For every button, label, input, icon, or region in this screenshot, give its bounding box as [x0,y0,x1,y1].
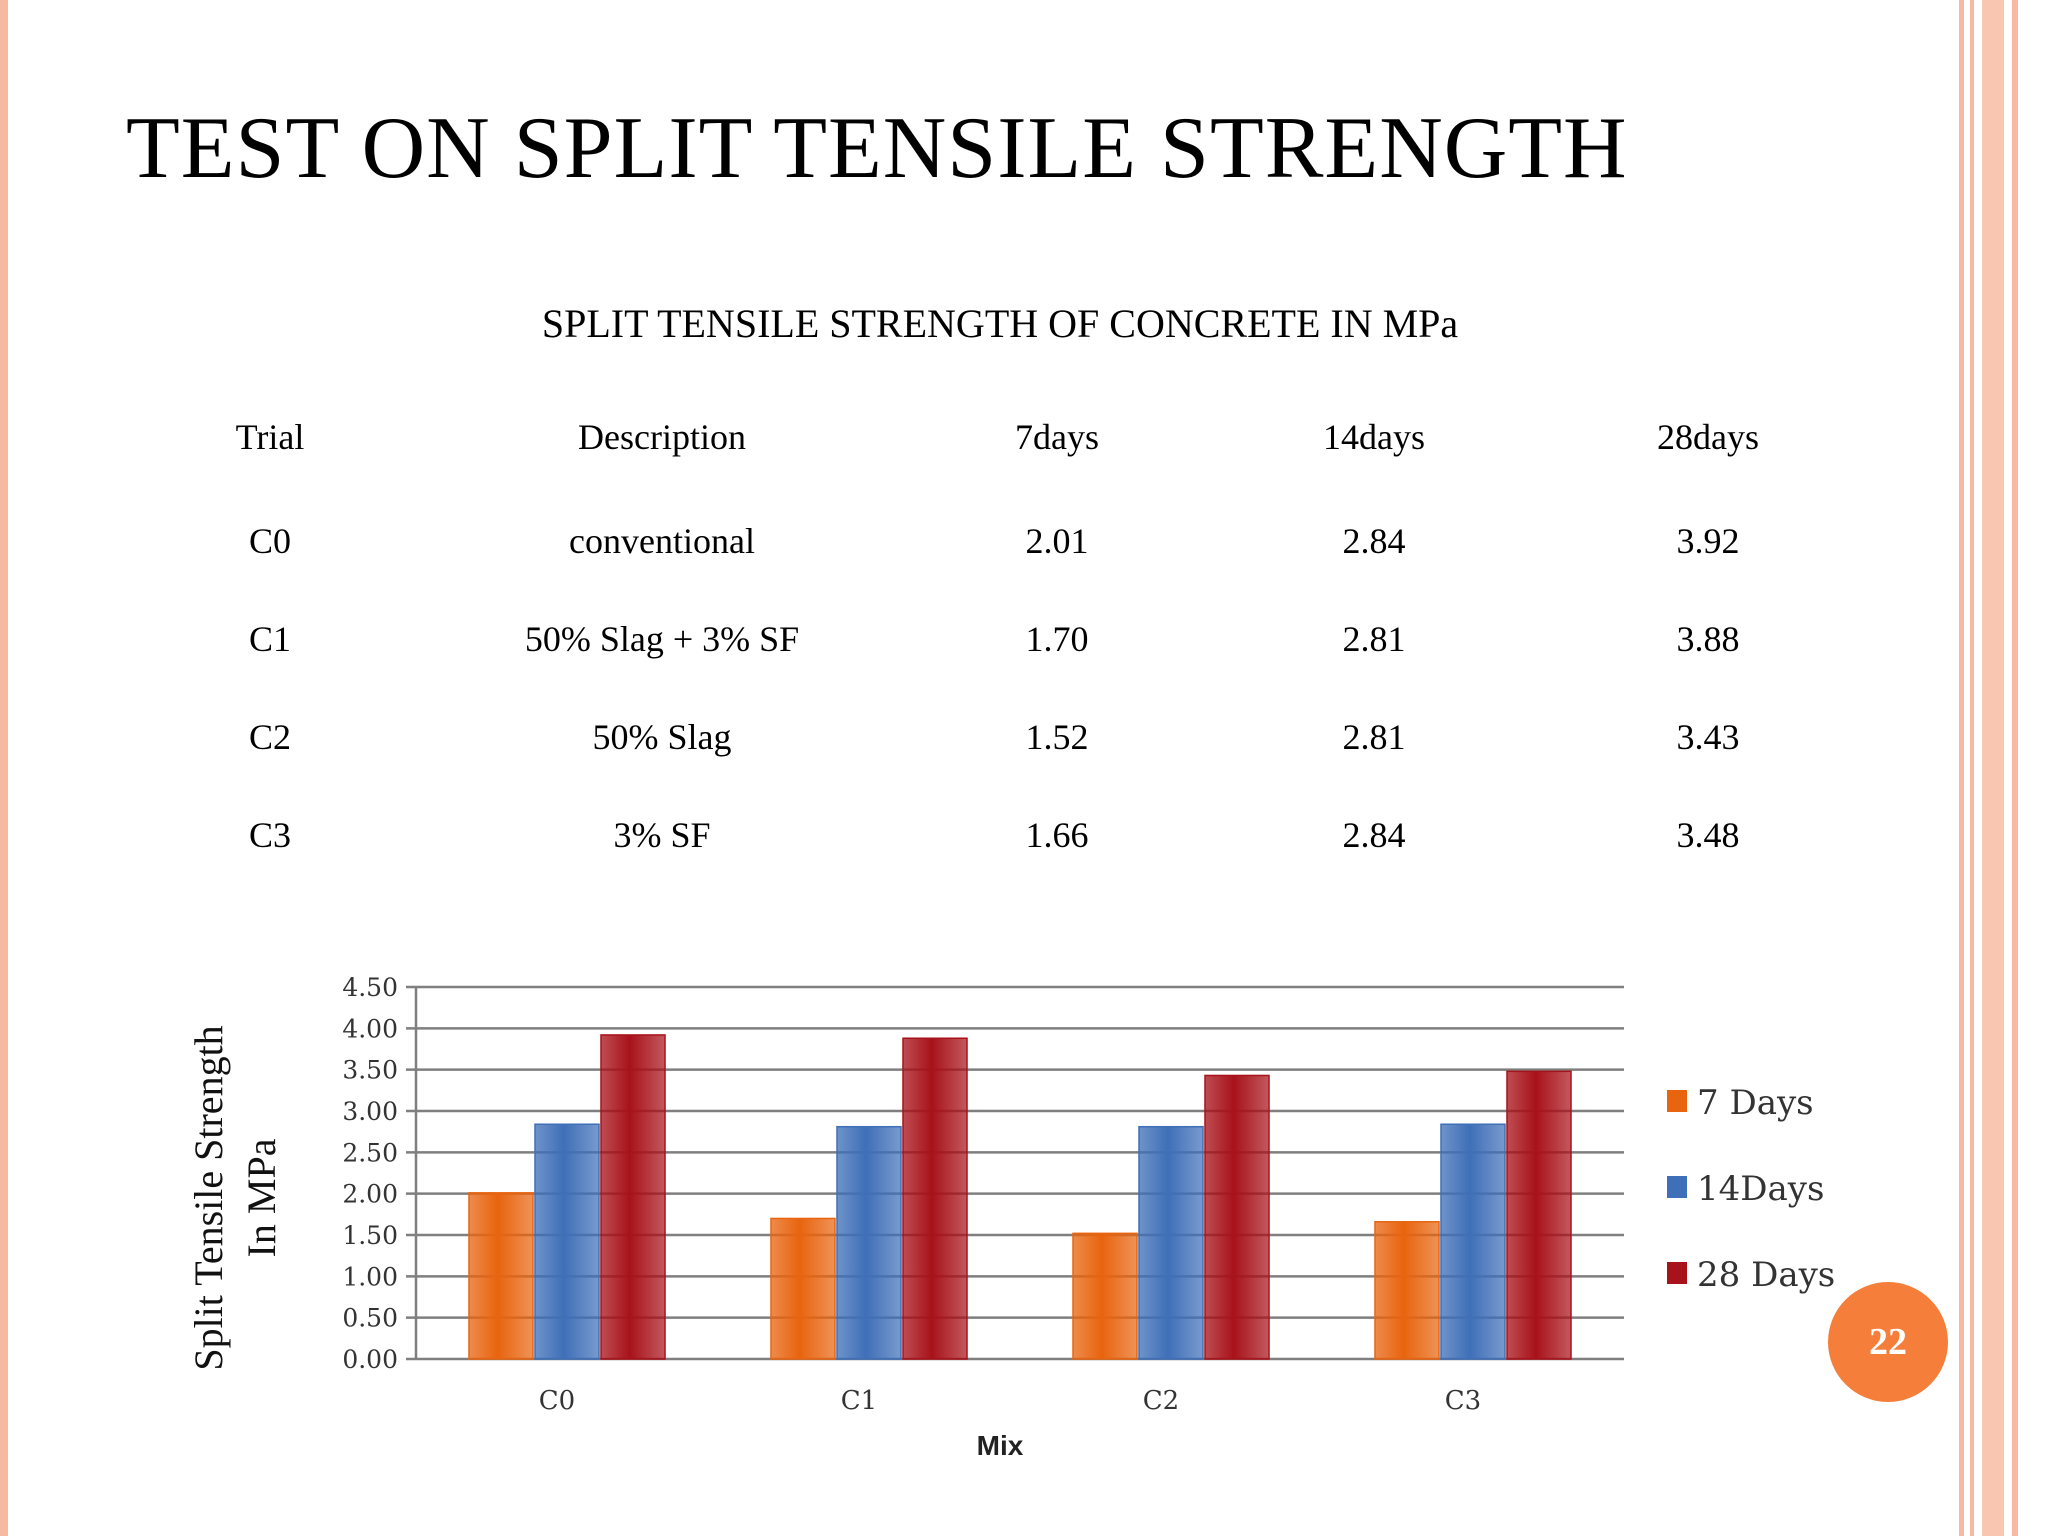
legend-label: 28 Days [1697,1255,1835,1295]
table-header-cell: 14days [1323,417,1425,457]
left-border-stripe [0,0,8,1536]
table-cell: 2.81 [1342,619,1406,659]
table-cell: 2.81 [1342,717,1406,757]
bar-14days [836,1125,902,1360]
table-cell: 3.92 [1676,521,1740,561]
table-cell: 1.70 [1025,619,1089,659]
table-cell: 1.52 [1025,717,1089,757]
bar-28-days [1506,1070,1572,1360]
y-tick-label: 3.00 [342,1097,398,1126]
right-border-stripe [1970,0,1974,1536]
bar-7-days [468,1192,534,1360]
legend-label: 14Days [1697,1169,1824,1209]
table-cell: conventional [569,521,755,561]
table-cell: C0 [248,521,292,561]
table-cell: 2.84 [1342,815,1406,855]
y-axis-label: In MPa [239,1138,284,1257]
page-number-badge: 22 [1828,1282,1948,1402]
table-cell: 3.88 [1676,619,1740,659]
bar-28-days [600,1034,666,1360]
y-axis-label: Split Tensile Strength [186,1025,231,1370]
table-cell: 2.01 [1025,521,1089,561]
table-caption: SPLIT TENSILE STRENGTH OF CONCRETE IN MP… [541,301,1459,346]
legend-label: 7 Days [1697,1083,1814,1123]
table-cell: 50% Slag [592,717,732,757]
table-cell: 50% Slag + 3% SF [524,619,800,659]
bar-14days [1138,1125,1204,1360]
x-axis-label: Mix [977,1430,1024,1461]
x-tick-label: C3 [1445,1386,1481,1416]
table-cell: C3 [248,815,292,855]
table-header-cell: 7days [1015,417,1099,457]
x-tick-label: C2 [1143,1386,1179,1416]
right-border-stripe [1982,0,2004,1536]
table-cell: C2 [248,717,292,757]
right-border-stripe [2012,0,2018,1536]
y-tick-label: 1.00 [342,1262,398,1291]
y-tick-label: 1.50 [342,1221,398,1250]
legend-swatch [1667,1090,1687,1112]
table-cell: 2.84 [1342,521,1406,561]
slide-title: TEST ON SPLIT TENSILE STRENGTH [126,100,1628,197]
bar-28-days [902,1037,968,1360]
y-tick-label: 4.50 [342,973,398,1002]
table-header-cell: Description [578,417,746,457]
bar-7-days [1072,1232,1138,1360]
legend-swatch [1667,1262,1687,1284]
y-tick-label: 2.00 [342,1180,398,1209]
y-tick-label: 4.00 [342,1014,398,1043]
table-cell: 3.48 [1676,815,1740,855]
x-tick-label: C1 [841,1386,877,1416]
y-tick-label: 0.50 [342,1304,398,1333]
bar-7-days [1374,1221,1440,1360]
legend-swatch [1667,1176,1687,1198]
table-cell: C1 [248,619,292,659]
table-cell: 3.43 [1676,717,1740,757]
y-tick-label: 0.00 [342,1345,398,1374]
bar-7-days [770,1217,836,1360]
y-tick-label: 2.50 [342,1138,398,1167]
x-tick-label: C0 [539,1386,575,1416]
bar-14days [534,1123,600,1360]
table-cell: 3% SF [613,815,711,855]
bar-14days [1440,1123,1506,1360]
table-cell: 1.66 [1025,815,1089,855]
table-header-cell: 28days [1657,417,1759,457]
table-header-cell: Trial [235,417,305,457]
y-tick-label: 3.50 [342,1056,398,1085]
bar-28-days [1204,1074,1270,1360]
right-border-stripe [1959,0,1964,1536]
